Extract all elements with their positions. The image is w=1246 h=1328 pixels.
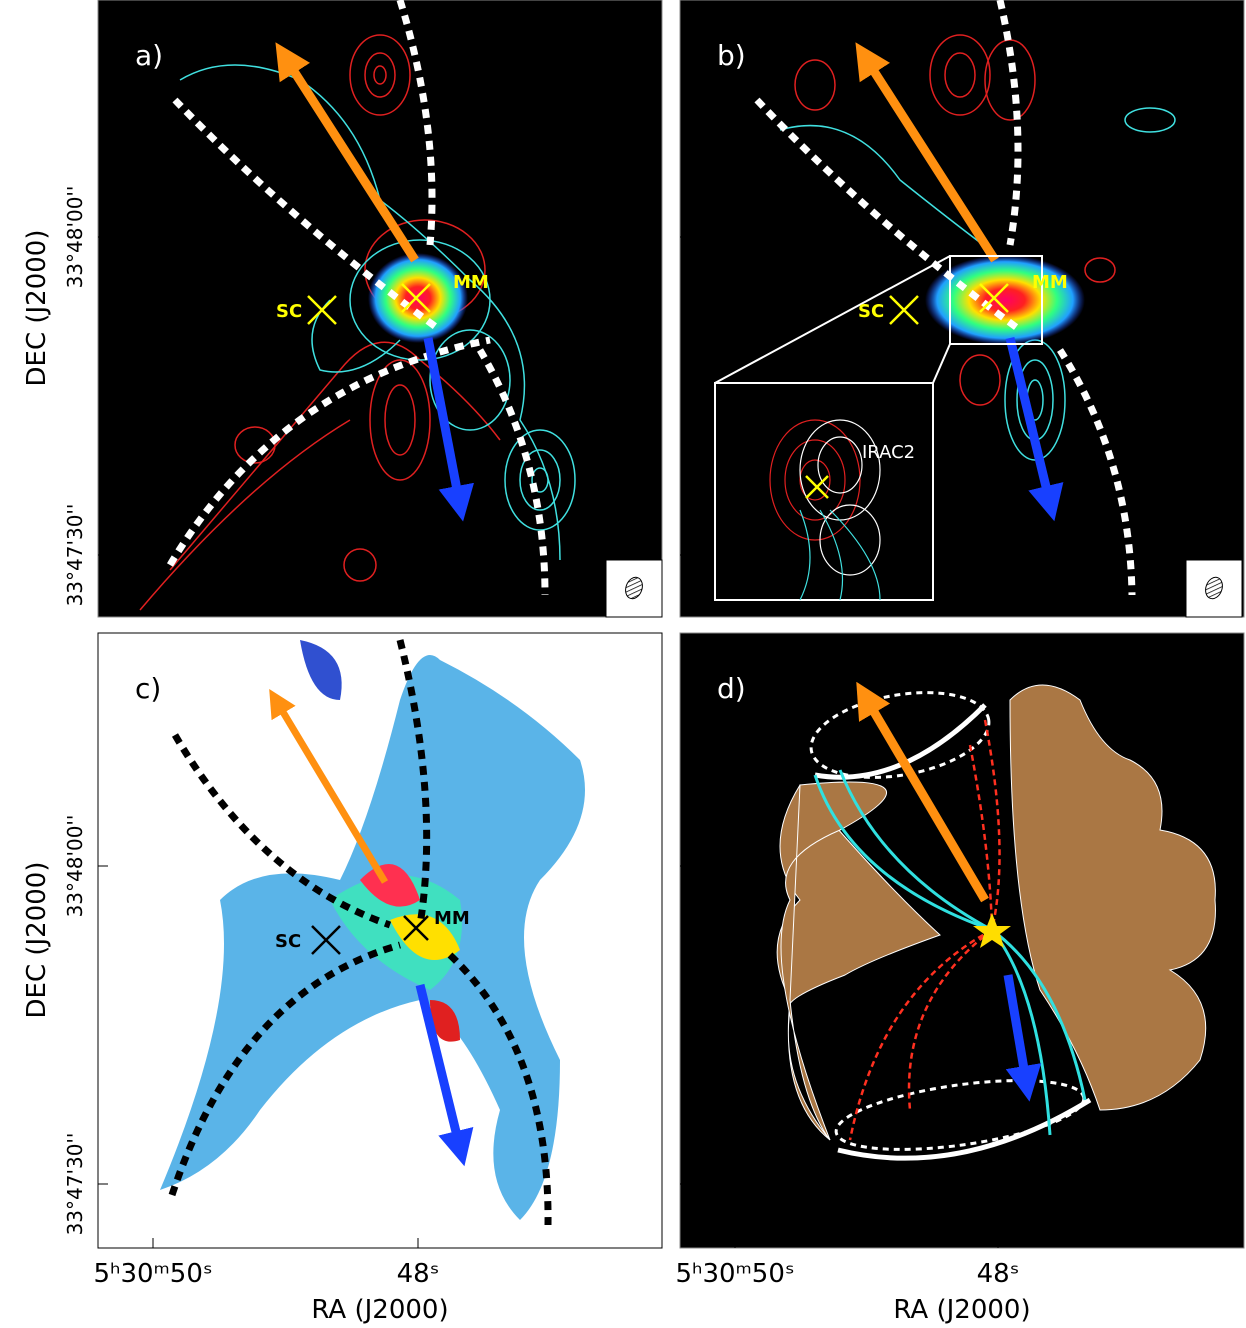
panel-label: a) bbox=[135, 39, 163, 72]
tick-marks bbox=[98, 236, 999, 1248]
markers bbox=[889, 283, 1009, 325]
panel-label: b) bbox=[717, 39, 746, 72]
cavity-dashed bbox=[168, 639, 552, 1226]
panel-a: SC MM a) bbox=[97, 0, 663, 618]
panel-d: d) bbox=[679, 632, 1245, 1249]
x-axis-label: RA (J2000) bbox=[893, 1295, 1030, 1325]
red-lobe-arrow bbox=[855, 42, 999, 263]
cone-top-dashed bbox=[809, 691, 991, 779]
axes-text: DEC (J2000) DEC (J2000) 33°48'00'' 33°47… bbox=[22, 186, 1031, 1325]
markers bbox=[307, 283, 431, 325]
beam bbox=[1205, 576, 1223, 600]
annotation: MM bbox=[434, 908, 470, 929]
star bbox=[973, 913, 1011, 948]
beam bbox=[625, 576, 643, 600]
panel-label: d) bbox=[717, 672, 746, 705]
red-contours bbox=[794, 34, 1116, 406]
x-tick-label: 5ʰ30ᵐ50ˢ bbox=[675, 1259, 794, 1289]
red-lobe-arrow bbox=[269, 688, 389, 884]
panel-b: IRAC2 SC MM b) bbox=[679, 0, 1245, 618]
inset-contours bbox=[769, 419, 881, 601]
annotation: MM bbox=[453, 272, 489, 293]
x-axis-label: RA (J2000) bbox=[311, 1295, 448, 1325]
cavity-dashed bbox=[754, 0, 1136, 596]
annotation: MM bbox=[1032, 272, 1068, 293]
y-tick-label: 33°47'30'' bbox=[63, 504, 87, 607]
inset bbox=[714, 382, 934, 601]
red-contours bbox=[139, 34, 501, 611]
y-tick-label: 33°48'00'' bbox=[63, 815, 87, 918]
x-tick-label: 5ʰ30ᵐ50ˢ bbox=[93, 1259, 212, 1289]
cone-bottom bbox=[837, 1097, 1092, 1161]
zoom-box bbox=[949, 255, 1043, 345]
y-tick-label: 33°48'00'' bbox=[63, 186, 87, 289]
red-dashed bbox=[848, 719, 1001, 1141]
zoom-lines bbox=[714, 255, 951, 384]
y-axis-label: DEC (J2000) bbox=[22, 862, 52, 1019]
cone-top bbox=[814, 703, 987, 780]
red-lobe-arrow bbox=[275, 42, 419, 263]
blue-lobe-arrow bbox=[415, 983, 474, 1167]
panel-label: c) bbox=[135, 672, 161, 705]
cavity-dashed bbox=[166, 0, 549, 596]
x-tick-label: 48ˢ bbox=[977, 1259, 1020, 1289]
annotation: SC bbox=[858, 301, 884, 322]
marker bbox=[805, 475, 829, 499]
y-axis-label: DEC (J2000) bbox=[22, 230, 52, 387]
blue-lobe-arrow bbox=[1005, 336, 1064, 522]
inset-label: IRAC2 bbox=[862, 442, 915, 463]
y-tick-label: 33°47'30'' bbox=[63, 1133, 87, 1236]
velocity-map bbox=[160, 640, 585, 1220]
emission bbox=[925, 255, 1085, 345]
annotation: SC bbox=[276, 301, 302, 322]
panel-c: SC MM c) bbox=[97, 632, 663, 1249]
emission bbox=[368, 253, 468, 343]
annotation: SC bbox=[275, 931, 301, 952]
markers bbox=[311, 915, 429, 955]
blue-lobe-arrow bbox=[423, 337, 474, 522]
red-lobe-arrow bbox=[856, 681, 989, 903]
blue-lobe-arrow bbox=[1003, 974, 1042, 1102]
x-tick-label: 48ˢ bbox=[397, 1259, 440, 1289]
